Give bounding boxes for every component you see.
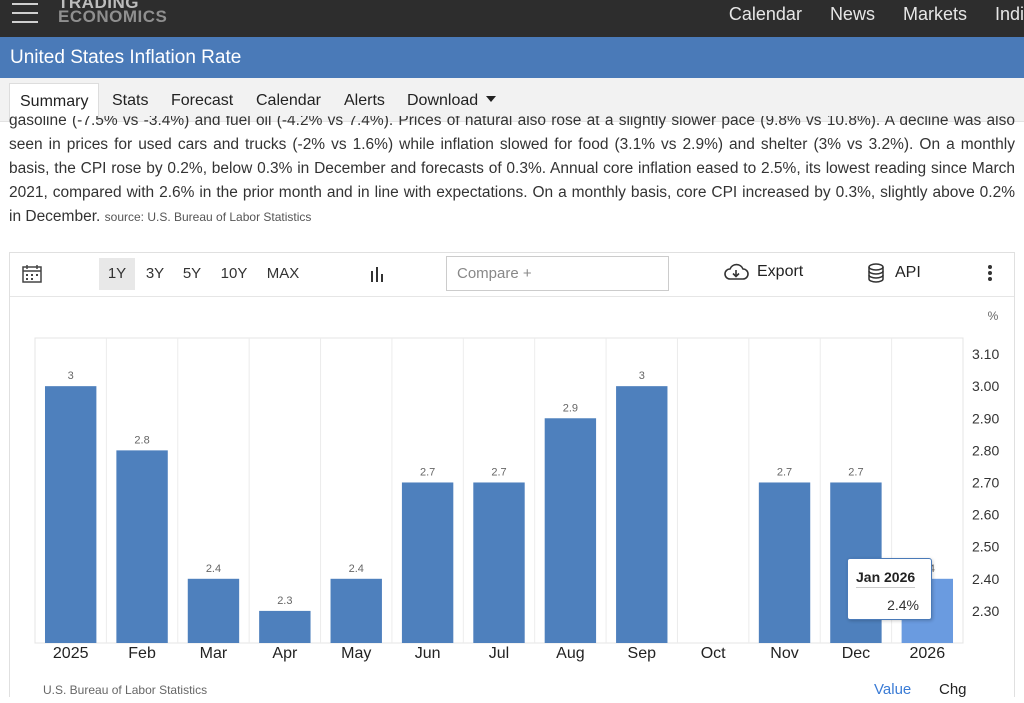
export-label: Export — [757, 263, 804, 281]
chart-toolbar: 1Y 3Y 5Y 10Y MAX Export API — [10, 253, 1014, 297]
data-label: 2.4 — [206, 563, 221, 575]
x-tick-label: Sep — [628, 645, 657, 662]
x-tick-label: 2026 — [910, 645, 946, 662]
y-tick-label: 2.80 — [972, 442, 999, 458]
x-tick-label: May — [341, 645, 371, 662]
tab-forecast[interactable]: Forecast — [171, 92, 234, 109]
cloud-download-icon — [724, 263, 749, 280]
range-10y[interactable]: 10Y — [220, 265, 248, 282]
data-label: 2.7 — [848, 466, 863, 478]
x-tick-label: Aug — [556, 645, 584, 662]
y-tick-label: 2.70 — [972, 474, 999, 490]
export-button[interactable]: Export — [723, 263, 803, 281]
data-label: 2.8 — [134, 434, 149, 446]
caret-down-icon — [486, 95, 497, 102]
chg-toggle[interactable]: Chg — [939, 681, 967, 698]
tab-download[interactable]: Download — [397, 83, 506, 122]
tab-stats[interactable]: Stats — [112, 92, 149, 109]
data-label: 2.3 — [277, 595, 292, 607]
x-tick-label: Jul — [489, 645, 509, 662]
nav-links: Calendar News Markets Indi — [715, 0, 1024, 30]
bar-may — [330, 578, 382, 643]
database-icon — [868, 263, 884, 283]
y-tick-label: 2.60 — [972, 507, 999, 523]
tooltip-title: Jan 2026 — [856, 569, 916, 588]
range-5y[interactable]: 5Y — [182, 265, 202, 282]
tooltip-value: 2.4% — [887, 597, 919, 613]
api-label: API — [895, 264, 921, 282]
more-options-icon[interactable] — [988, 265, 994, 283]
y-tick-label: 3.10 — [972, 346, 999, 362]
x-tick-label: Jun — [415, 645, 441, 662]
x-tick-label: Nov — [770, 645, 798, 662]
logo-line2: ECONOMICS — [58, 7, 168, 26]
nav-link-news[interactable]: News — [829, 4, 875, 24]
summary-text: gasoline (-7.5% vs -3.4%) and fuel oil (… — [9, 116, 1015, 236]
data-label: 2.7 — [777, 466, 792, 478]
tab-download-label: Download — [407, 92, 479, 109]
data-label: 2.4 — [349, 563, 364, 575]
calendar-icon[interactable] — [22, 265, 42, 283]
chart-tooltip: Jan 2026 2.4% — [847, 558, 932, 620]
y-unit-label: % — [988, 309, 999, 323]
summary-source: source: U.S. Bureau of Labor Statistics — [104, 210, 312, 224]
x-tick-label: Feb — [128, 645, 156, 662]
bar-aug — [544, 418, 597, 643]
range-max[interactable]: MAX — [266, 265, 300, 282]
bar-mar — [187, 578, 240, 643]
data-label: 2.7 — [491, 466, 506, 478]
inflation-bar-chart: % 3.10 3.00 2.90 2.80 2.70 2.60 2.50 2.40 2.30 3 20… — [34, 309, 999, 662]
bar-2025 — [44, 386, 97, 643]
nav-link-calendar[interactable]: Calendar — [728, 4, 802, 24]
x-tick-label: Mar — [200, 645, 228, 662]
logo-line1: TRADING — [58, 0, 139, 12]
x-tick-label: Oct — [701, 645, 726, 662]
data-label: 2.7 — [420, 466, 435, 478]
page-title: United States Inflation Rate — [10, 47, 242, 68]
bar-sep — [616, 386, 668, 643]
x-tick-label: Dec — [842, 645, 870, 662]
y-tick-label: 2.40 — [972, 571, 999, 587]
logo[interactable]: TRADING ECONOMICS — [58, 0, 168, 26]
data-label: 3 — [639, 370, 645, 382]
tab-summary[interactable]: Summary — [9, 83, 100, 122]
chart-source: U.S. Bureau of Labor Statistics — [43, 683, 208, 697]
tab-alerts[interactable]: Alerts — [344, 92, 385, 109]
tab-bar: Summary Stats Forecast Calendar Alerts D… — [0, 78, 1024, 122]
chart-type-icon[interactable] — [370, 266, 386, 282]
bar-apr — [259, 610, 311, 643]
chart-panel: 1Y 3Y 5Y 10Y MAX Export API %3.1 — [9, 252, 1015, 698]
menu-icon[interactable] — [12, 3, 38, 25]
api-button[interactable]: API — [867, 263, 921, 283]
summary-body: gasoline (-7.5% vs -3.4%) and fuel oil (… — [9, 116, 1015, 225]
nav-link-indicators[interactable]: Indi — [994, 4, 1024, 24]
top-navbar: TRADING ECONOMICS Calendar News Markets … — [0, 0, 1024, 37]
chart-area: % 3.10 3.00 2.90 2.80 2.70 2.60 2.50 2.40 2.30 3 20… — [10, 298, 1014, 698]
range-3y[interactable]: 3Y — [145, 265, 165, 282]
range-1y[interactable]: 1Y — [99, 258, 135, 290]
data-label: 3 — [68, 370, 74, 382]
tab-calendar[interactable]: Calendar — [256, 92, 321, 109]
data-label: 2.9 — [563, 402, 578, 414]
bar-jun — [401, 482, 454, 643]
x-tick-label: Apr — [272, 645, 298, 662]
bar-nov — [758, 482, 811, 643]
bar-jul — [473, 482, 525, 643]
y-tick-label: 2.30 — [972, 603, 999, 619]
value-toggle[interactable]: Value — [874, 681, 912, 698]
title-bar: United States Inflation Rate — [0, 37, 1024, 78]
x-tick-label: 2025 — [53, 645, 89, 662]
bar-feb — [116, 450, 168, 643]
y-tick-label: 2.90 — [972, 410, 999, 426]
y-tick-label: 2.50 — [972, 539, 999, 555]
compare-input[interactable] — [446, 256, 669, 291]
nav-link-markets[interactable]: Markets — [902, 4, 967, 24]
y-tick-label: 3.00 — [972, 378, 999, 394]
